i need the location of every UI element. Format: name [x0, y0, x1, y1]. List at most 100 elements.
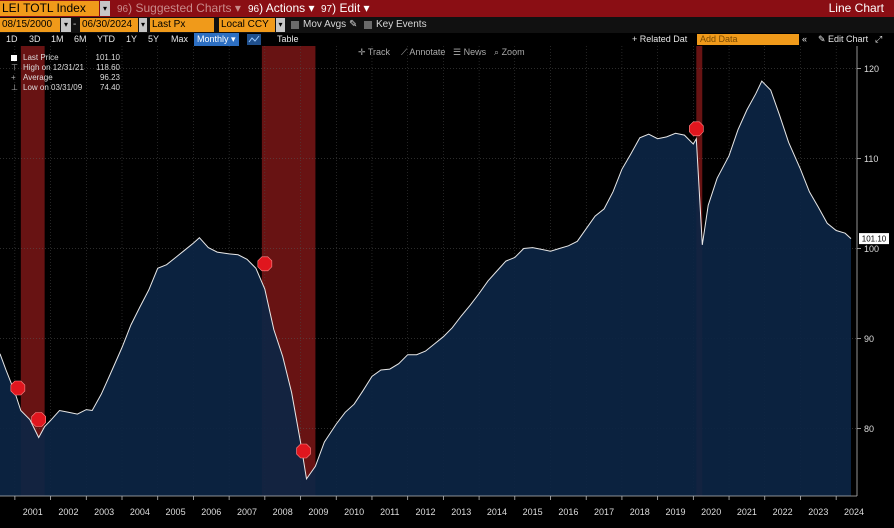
suggested-charts-label: Suggested Charts	[135, 1, 232, 15]
suggested-charts-num: 96	[117, 4, 129, 15]
start-date-dropdown-icon[interactable]: ▾	[61, 18, 71, 32]
legend-low: ⊥ Low on 03/31/09 74.40	[11, 83, 120, 92]
range-1d[interactable]: 1D	[6, 34, 18, 44]
range-1m[interactable]: 1M	[51, 34, 64, 44]
add-data-input[interactable]: Add Data	[697, 34, 799, 45]
price-field-select[interactable]: Last Px	[150, 18, 214, 32]
x-tick-label-2022: 2022	[773, 507, 793, 517]
edit-chart-button[interactable]: ✎ Edit Chart	[818, 34, 869, 44]
range-ytd[interactable]: YTD	[97, 34, 115, 44]
range-1y[interactable]: 1Y	[126, 34, 138, 44]
x-tick-label-2007: 2007	[237, 507, 257, 517]
pencil-icon: ✎	[348, 19, 358, 30]
legend-last-price: Last Price 101.10	[8, 53, 120, 63]
related-data-button[interactable]: + Related Dat	[632, 34, 688, 44]
x-tick-label-2019: 2019	[665, 507, 685, 517]
x-axis: 2001 2002 2003 2004 2005 2006 2007 2008 2009 2010…	[0, 495, 864, 517]
range-max[interactable]: Max	[171, 34, 189, 44]
ticker-dropdown-icon[interactable]: ▾	[100, 1, 110, 16]
event-markers	[10, 121, 704, 459]
x-tick-label-2013: 2013	[451, 507, 471, 517]
last-value-box	[859, 233, 889, 245]
chart-type-label: Line Chart	[828, 1, 884, 15]
line-style-glyph	[248, 35, 260, 43]
legend-high: ⊤ High on 12/31/21 118.60	[11, 63, 120, 72]
key-events-label[interactable]: Key Events	[376, 19, 427, 30]
actions-num: 96	[248, 4, 260, 15]
x-tick-label-2006: 2006	[201, 507, 221, 517]
event-marker-0	[10, 380, 26, 396]
frequency-select[interactable]: Monthly ▾	[194, 33, 239, 46]
key-events-checkbox[interactable]	[364, 21, 372, 29]
y-tick-label-80: 80	[864, 424, 874, 434]
average-icon: +	[11, 73, 16, 82]
x-tick-label-2010: 2010	[344, 507, 364, 517]
last-value-marker: 101.10	[859, 233, 889, 245]
end-date-dropdown-icon[interactable]: ▾	[139, 18, 147, 32]
collapse-icon[interactable]: «	[802, 34, 808, 44]
x-tick-label-2012: 2012	[416, 507, 436, 517]
edit-label: Edit	[339, 1, 361, 15]
range-3d[interactable]: 3D	[29, 34, 41, 44]
mov-avgs-label[interactable]: Mov Avgs ✎	[303, 19, 358, 30]
range-5y[interactable]: 5Y	[148, 34, 160, 44]
controls-bar: 08/15/2000 ▾ - 06/30/2024 ▾ Last Px Loca…	[0, 17, 894, 33]
x-tick-label-2008: 2008	[273, 507, 293, 517]
x-tick-label-2024: 2024	[844, 507, 864, 517]
annotate-tool[interactable]: ⟋ Annotate	[401, 47, 446, 57]
price-area	[0, 81, 851, 496]
y-tick-label-90: 90	[864, 334, 874, 344]
event-marker-3	[296, 443, 311, 459]
mov-avgs-checkbox[interactable]	[291, 21, 299, 29]
currency-select[interactable]: Local CCY	[219, 18, 275, 32]
x-tick-label-2015: 2015	[523, 507, 543, 517]
legend-swatch	[11, 55, 17, 61]
x-tick-label-2023: 2023	[808, 507, 828, 517]
start-date-field[interactable]: 08/15/2000	[0, 18, 60, 32]
actions-menu[interactable]: 96) Actions ▾	[248, 1, 315, 15]
event-marker-2	[257, 256, 273, 272]
x-tick-label-2014: 2014	[487, 507, 507, 517]
high-icon: ⊤	[11, 63, 18, 72]
top-toolbar: LEI TOTL Index ▾ 96) Suggested Charts ▾ …	[0, 0, 894, 17]
currency-dropdown-icon[interactable]: ▾	[276, 18, 285, 32]
suggested-charts-menu[interactable]: 96) Suggested Charts ▾	[117, 1, 241, 15]
table-button[interactable]: Table	[277, 34, 299, 44]
x-tick-label-2001: 2001	[23, 507, 43, 517]
x-tick-label-2003: 2003	[94, 507, 114, 517]
range-6m[interactable]: 6M	[74, 34, 87, 44]
zoom-icon: ⌕	[494, 47, 500, 57]
y-tick-label-110: 110	[864, 154, 878, 164]
y-axis: 80 90 100 110 120	[856, 46, 879, 496]
x-tick-label-2004: 2004	[130, 507, 150, 517]
y-tick-label-100: 100	[864, 244, 879, 254]
edit-menu[interactable]: 97) Edit ▾	[321, 1, 370, 15]
x-tick-label-2011: 2011	[380, 507, 399, 517]
x-tick-label-2016: 2016	[558, 507, 578, 517]
last-value-label: 101.10	[862, 235, 887, 244]
actions-label: Actions	[265, 1, 306, 15]
track-icon: ✛	[358, 47, 366, 57]
line-style-icon[interactable]	[247, 34, 261, 45]
event-marker-1	[31, 412, 46, 427]
range-bar: 1D 3D 1M 6M YTD 1Y 5Y Max Monthly ▾ Tabl…	[0, 33, 894, 46]
news-tool[interactable]: ☰ News	[453, 47, 487, 57]
track-tool[interactable]: ✛ Track	[358, 47, 391, 57]
price-line	[0, 80, 852, 481]
ticker-field[interactable]: LEI TOTL Index	[0, 1, 99, 16]
zoom-tool[interactable]: ⌕ Zoom	[494, 47, 525, 57]
end-date-field[interactable]: 06/30/2024	[80, 18, 138, 32]
x-tick-label-2005: 2005	[166, 507, 186, 517]
event-marker-4	[689, 121, 704, 137]
low-icon: ⊥	[11, 83, 18, 92]
x-tick-label-2018: 2018	[630, 507, 650, 517]
legend-average: + Average 96.23	[11, 73, 120, 82]
recession-band-0	[20, 46, 45, 496]
x-tick-label-2017: 2017	[594, 507, 614, 517]
news-icon: ☰	[453, 47, 462, 57]
x-tick-label-2002: 2002	[58, 507, 78, 517]
legend: Last Price 101.10 ⊤ High on 12/31/21 118…	[8, 53, 120, 93]
expand-icon[interactable]: ⤢	[875, 34, 883, 44]
annotate-icon: ⟋	[401, 47, 408, 57]
